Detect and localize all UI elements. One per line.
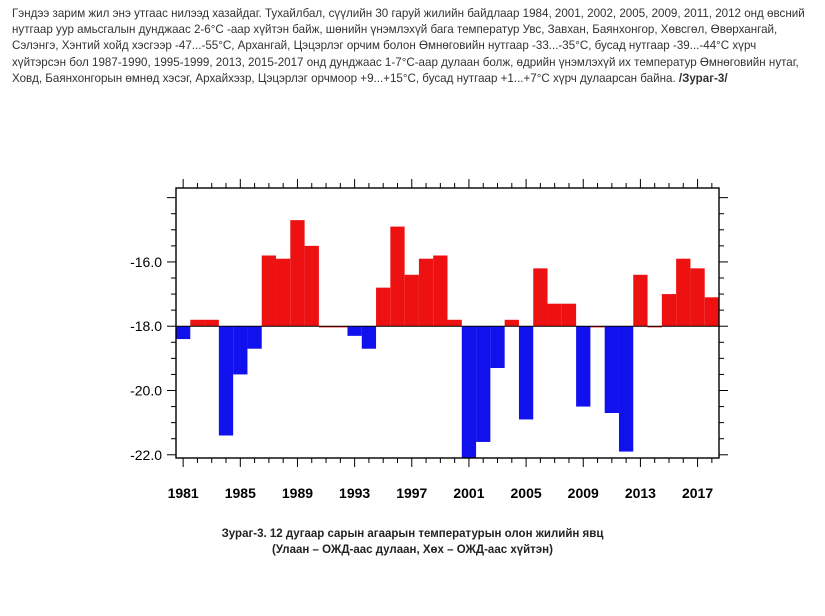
bar-1988 [276,258,291,327]
bar-1998 [418,258,434,327]
bar-1984 [218,326,234,436]
bar-2011 [604,326,619,413]
bar-1981 [176,326,191,340]
plot-frame [175,187,720,459]
bar-1997 [404,274,419,327]
bar-2005 [518,326,534,420]
x-tick-label: 1997 [396,485,427,501]
x-tick-label: 1981 [168,485,199,501]
figure-reference: /Зураг-3/ [678,71,728,85]
bar-2008 [561,303,577,327]
figure-caption-legend: (Улаан – ОЖД-аас дулаан, Хөх – ОЖД-аас х… [272,544,553,556]
bar-2009 [576,326,591,407]
bar-2000 [447,319,462,327]
bar-1995 [376,287,391,327]
bar-2017 [690,268,705,327]
x-tick-label: 2013 [625,485,656,501]
x-tick-label: 1985 [225,485,256,501]
x-tick-label: 2005 [511,485,542,501]
bar-2007 [547,303,562,327]
bar-1996 [390,226,405,327]
bar-1983 [204,319,219,327]
bar-2013 [633,274,648,327]
bar-1986 [247,326,262,349]
y-tick-label: -22.0 [130,447,162,463]
bar-2018 [704,297,719,327]
bar-1987 [261,255,277,327]
bar-1999 [433,255,448,327]
x-tick-label: 2001 [453,485,484,501]
description-paragraph: Гэндээ зарим жил энэ утгаас нилээд хазай… [12,6,812,87]
y-tick-label: -20.0 [130,383,162,399]
bar-2010 [590,326,605,328]
bar-1994 [361,326,377,349]
bar-2016 [676,258,691,327]
bar-2012 [618,326,634,452]
bar-2014 [647,326,662,328]
bar-2006 [533,268,548,327]
bar-2015 [661,294,677,327]
x-tick-label: 1993 [339,485,370,501]
bar-2003 [490,326,505,368]
y-tick-label: -16.0 [130,254,162,270]
bar-1989 [290,220,305,327]
bar-1982 [190,319,205,327]
x-tick-label: 2009 [568,485,599,501]
bar-1985 [233,326,248,375]
bar-1992 [333,326,348,328]
bar-2002 [476,326,491,442]
bar-1993 [347,326,362,336]
x-tick-label: 2017 [682,485,713,501]
bar-2004 [504,319,519,327]
figure-caption: Зураг-3. 12 дугаар сарын агаарын темпера… [221,528,604,540]
x-tick-label: 1989 [282,485,313,501]
bar-1990 [304,245,319,327]
bar-2001 [461,326,477,458]
bar-1991 [318,326,334,328]
paragraph-text: Гэндээ зарим жил энэ утгаас нилээд хазай… [12,7,805,85]
y-tick-label: -18.0 [130,318,162,334]
